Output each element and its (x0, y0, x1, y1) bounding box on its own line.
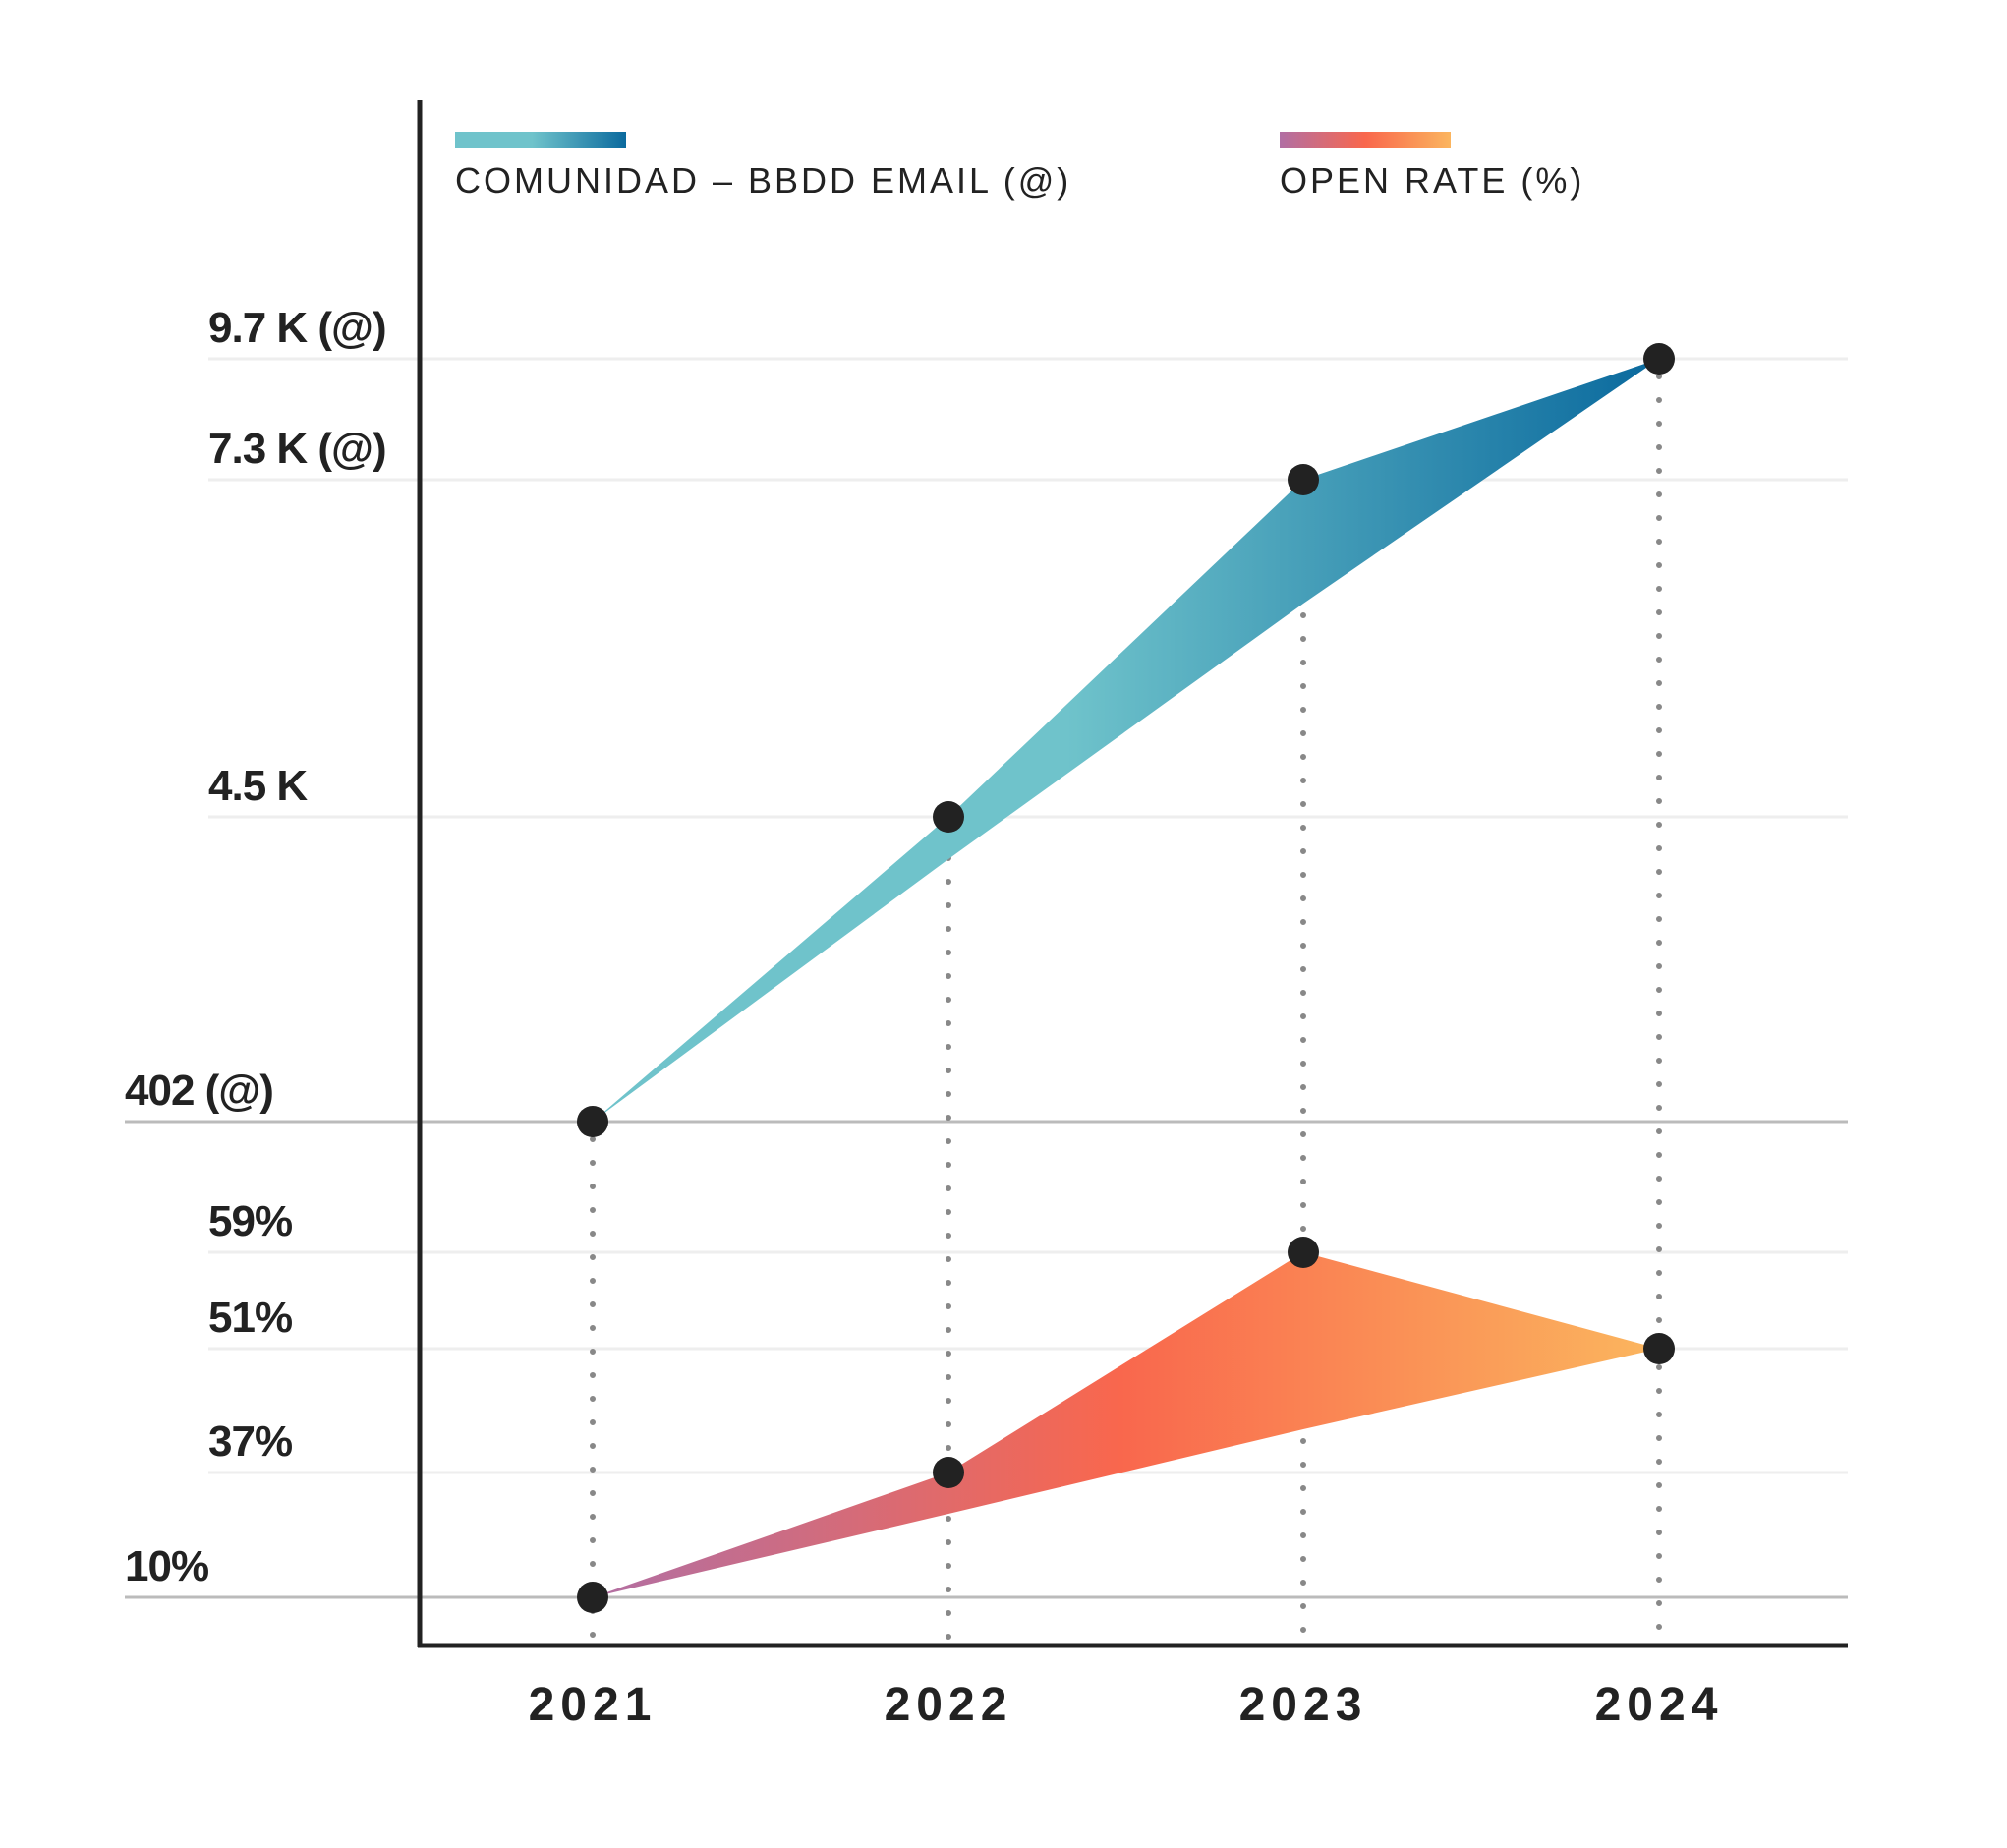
legend-swatch-community (455, 132, 626, 148)
x-tick-label-2021: 2021 (529, 1679, 658, 1731)
point-community-2023 (1288, 464, 1319, 495)
point-open-rate-2024 (1643, 1333, 1675, 1364)
y-tick-label-51: 51% (208, 1294, 292, 1342)
legend: COMUNIDAD – BBDD EMAIL (@) OPEN RATE (%) (455, 132, 1584, 201)
legend-label-open-rate: OPEN RATE (%) (1280, 160, 1584, 201)
x-tick-label-2024: 2024 (1595, 1679, 1724, 1731)
legend-item-community: COMUNIDAD – BBDD EMAIL (@) (455, 132, 1071, 201)
y-tick-label-4-5-k: 4.5 K (208, 762, 308, 810)
point-open-rate-2022 (933, 1457, 964, 1488)
x-tick-label-2022: 2022 (885, 1679, 1013, 1731)
gridlines (125, 357, 1848, 1599)
point-community-2022 (933, 801, 964, 833)
legend-item-open-rate: OPEN RATE (%) (1280, 132, 1584, 201)
area-community (593, 359, 1659, 1122)
tick-labels: 402 (@) 4.5 K 7.3 K (@) 9.7 K (@) 10% 37% 51% 5… (125, 304, 1724, 1731)
y-tick-label-10: 10% (125, 1542, 208, 1590)
dotted-guides (590, 374, 1662, 1648)
area-open-rate (593, 1252, 1659, 1597)
series-areas (593, 359, 1659, 1597)
y-tick-label-59: 59% (208, 1197, 292, 1245)
point-community-2024 (1643, 343, 1675, 375)
y-tick-label-7-3-k: 7.3 K (@) (208, 425, 386, 473)
legend-swatch-open-rate (1280, 132, 1451, 148)
point-open-rate-2021 (577, 1582, 608, 1613)
axes (417, 100, 1848, 1648)
y-tick-label-402: 402 (@) (125, 1067, 273, 1115)
point-open-rate-2023 (1288, 1237, 1319, 1268)
y-tick-label-9-7-k: 9.7 K (@) (208, 304, 386, 352)
legend-label-community: COMUNIDAD – BBDD EMAIL (@) (455, 160, 1071, 201)
x-tick-label-2023: 2023 (1239, 1679, 1368, 1731)
data-points (577, 343, 1675, 1613)
point-community-2021 (577, 1106, 608, 1137)
y-tick-label-37: 37% (208, 1417, 292, 1466)
